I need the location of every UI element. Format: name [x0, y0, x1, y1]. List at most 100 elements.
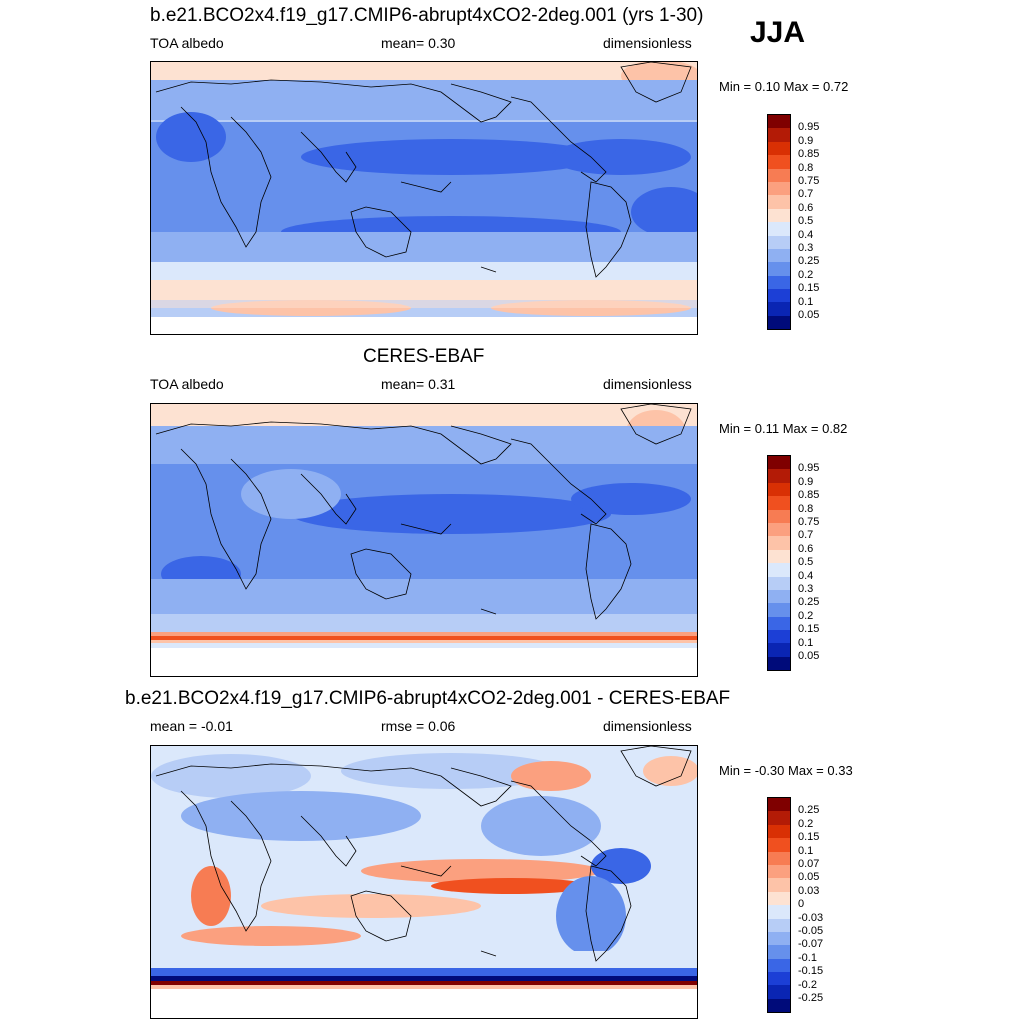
colorbar-swatch — [768, 958, 790, 973]
colorbar-swatch — [768, 115, 790, 129]
colorbar-tick-label: 0.07 — [798, 858, 820, 870]
panel3-title: b.e21.BCO2x4.f19_g17.CMIP6-abrupt4xCO2-2… — [125, 688, 731, 709]
colorbar-tick-label: 0.9 — [798, 475, 814, 488]
colorbar-tick-label: 0.7 — [798, 188, 814, 201]
colorbar-tick-label: 0.85 — [798, 148, 820, 161]
panel2-minmax: Min = 0.11 Max = 0.82 — [719, 421, 848, 436]
colorbar-swatch — [768, 878, 790, 892]
colorbar-tick-label: -0.07 — [798, 938, 824, 951]
colorbar-tick-label: -0.25 — [798, 992, 824, 1004]
colorbar-swatch — [768, 798, 790, 812]
colorbar-tick-label: 0.1 — [798, 295, 814, 308]
colorbar-swatch — [768, 235, 790, 249]
colorbar-tick-label: 0.3 — [798, 242, 814, 254]
colorbar-swatch — [768, 643, 790, 657]
colorbar-swatch — [768, 509, 790, 523]
colorbar-tick-label: 0.5 — [798, 215, 814, 228]
colorbar-tick-label: -0.03 — [798, 911, 824, 924]
colorbar-swatch — [768, 891, 790, 906]
colorbar-tick-label: 0.6 — [798, 201, 814, 214]
colorbar-swatch — [768, 222, 790, 236]
colorbar-swatch — [768, 208, 790, 223]
colorbar-tick-label: -0.15 — [798, 965, 824, 978]
colorbar-tick-label: 0.5 — [798, 556, 814, 569]
colorbar-swatch — [768, 482, 790, 497]
colorbar-swatch — [768, 275, 790, 290]
colorbar-swatch — [768, 155, 790, 169]
colorbar-swatch — [768, 811, 790, 825]
colorbar-tick-label: 0.1 — [798, 636, 814, 649]
panel2-map-svg — [151, 404, 697, 676]
colorbar-swatch — [768, 985, 790, 999]
panel2-mean-label: mean= 0.31 — [381, 376, 456, 392]
panel2-colorbar — [767, 455, 791, 672]
panel1-variable-label: TOA albedo — [150, 35, 224, 51]
colorbar-tick-label: 0.6 — [798, 542, 814, 555]
colorbar-swatch — [768, 128, 790, 142]
colorbar-tick-label: 0.8 — [798, 502, 814, 515]
colorbar-swatch — [768, 589, 790, 604]
colorbar-swatch — [768, 931, 790, 946]
colorbar-swatch — [768, 998, 790, 1013]
colorbar-swatch — [768, 603, 790, 617]
colorbar-swatch — [768, 248, 790, 263]
colorbar-swatch — [768, 630, 790, 644]
colorbar-swatch — [768, 536, 790, 550]
colorbar-tick-label: 0.25 — [798, 596, 820, 609]
colorbar-tick-label: 0.2 — [798, 609, 814, 622]
colorbar-swatch — [768, 181, 790, 196]
panel1-mean-label: mean= 0.30 — [381, 35, 456, 51]
panel3-mean-label: mean = -0.01 — [150, 718, 233, 734]
colorbar-swatch — [768, 918, 790, 932]
colorbar-swatch — [768, 656, 790, 671]
panel2-map — [150, 403, 698, 677]
colorbar-tick-label: 0.05 — [798, 309, 820, 321]
colorbar-swatch — [768, 469, 790, 483]
colorbar-tick-label: 0.8 — [798, 161, 814, 174]
colorbar-tick-label: 0.4 — [798, 569, 814, 582]
colorbar-tick-label: 0.4 — [798, 228, 814, 241]
panel1-map-svg — [151, 62, 697, 334]
panel3-map-svg — [151, 746, 697, 1018]
season-label: JJA — [750, 16, 806, 49]
panel3-map — [150, 745, 698, 1019]
panel1-map — [150, 61, 698, 335]
colorbar-swatch — [768, 195, 790, 209]
colorbar-tick-label: -0.1 — [798, 951, 817, 964]
colorbar-swatch — [768, 315, 790, 330]
panel3-units-label: dimensionless — [603, 718, 692, 734]
panel3-minmax: Min = -0.30 Max = 0.33 — [719, 763, 853, 778]
colorbar-swatch — [768, 289, 790, 303]
colorbar-tick-label: 0.05 — [798, 650, 820, 662]
colorbar-swatch — [768, 576, 790, 590]
colorbar-tick-label: 0.85 — [798, 489, 820, 502]
colorbar-swatch — [768, 824, 790, 839]
colorbar-swatch — [768, 563, 790, 577]
panel2-variable-label: TOA albedo — [150, 376, 224, 392]
colorbar-tick-label: 0.75 — [798, 175, 820, 187]
colorbar-swatch — [768, 945, 790, 959]
panel3-colorbar — [767, 797, 791, 1014]
colorbar-tick-label: 0.9 — [798, 134, 814, 147]
colorbar-tick-label: 0 — [798, 898, 805, 911]
colorbar-tick-label: 0.75 — [798, 516, 820, 528]
panel3-rmse-label: rmse = 0.06 — [381, 718, 456, 734]
colorbar-swatch — [768, 141, 790, 156]
colorbar-swatch — [768, 168, 790, 182]
colorbar-swatch — [768, 838, 790, 852]
panel1-title: b.e21.BCO2x4.f19_g17.CMIP6-abrupt4xCO2-2… — [150, 5, 704, 26]
colorbar-swatch — [768, 522, 790, 537]
colorbar-tick-label: 0.1 — [798, 844, 814, 857]
colorbar-tick-label: 0.2 — [798, 817, 814, 830]
colorbar-tick-label: 0.25 — [798, 255, 820, 268]
colorbar-swatch — [768, 905, 790, 919]
colorbar-tick-label: 0.15 — [798, 831, 820, 844]
colorbar-tick-label: 0.25 — [798, 804, 820, 817]
panel2-title: CERES-EBAF — [363, 346, 485, 367]
colorbar-swatch — [768, 549, 790, 564]
colorbar-tick-label: 0.05 — [798, 871, 820, 884]
panel1-colorbar — [767, 114, 791, 331]
colorbar-swatch — [768, 972, 790, 986]
colorbar-swatch — [768, 851, 790, 865]
panel1-units-label: dimensionless — [603, 35, 692, 51]
